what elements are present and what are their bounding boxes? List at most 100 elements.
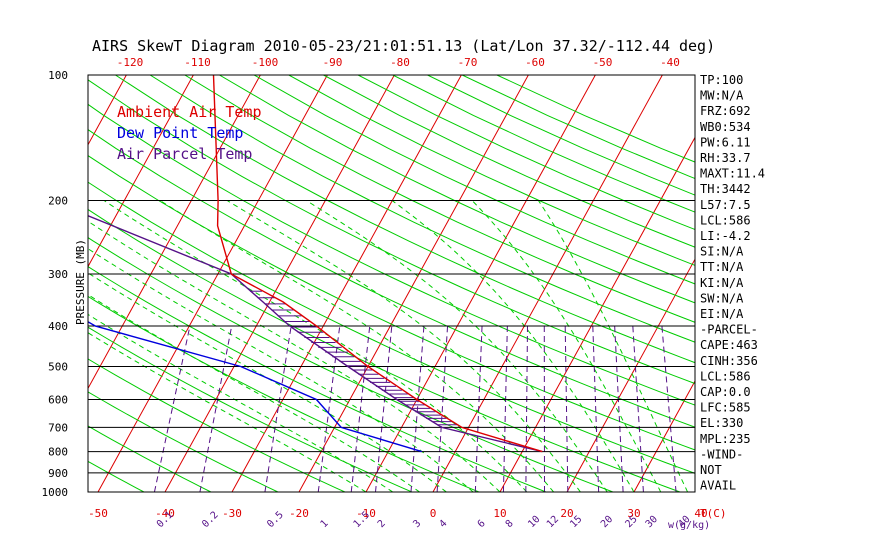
index-label: LFC:585 bbox=[700, 401, 751, 415]
moist-adiabat-line bbox=[537, 200, 689, 492]
temperature-tick-label: 10 bbox=[493, 507, 506, 520]
dry-adiabat-line bbox=[88, 266, 547, 492]
mixing-ratio-line bbox=[632, 326, 644, 492]
moist-adiabat-line bbox=[88, 248, 474, 492]
index-label: LI:-4.2 bbox=[700, 229, 751, 243]
dry-adiabat-line bbox=[88, 460, 145, 492]
isotherm-line bbox=[231, 75, 462, 492]
top-temperature-tick-label: -90 bbox=[323, 56, 343, 69]
top-temperature-tick-label: -80 bbox=[390, 56, 410, 69]
mixing-ratio-tick-label: 6 bbox=[476, 518, 488, 530]
index-label: CAP:0.0 bbox=[700, 385, 751, 399]
temperature-tick-label: -10 bbox=[356, 507, 376, 520]
dry-adiabat-line bbox=[0, 75, 10, 492]
moist-adiabat-line bbox=[306, 200, 608, 492]
top-temperature-tick-label: -70 bbox=[458, 56, 478, 69]
dry-adiabat-line bbox=[88, 295, 480, 492]
mixing-ratio-line bbox=[317, 325, 341, 492]
temperature-tick-label: 30 bbox=[627, 507, 640, 520]
index-label: FRZ:692 bbox=[700, 104, 751, 118]
index-label: MPL:235 bbox=[700, 432, 751, 446]
dry-adiabat-line bbox=[219, 75, 695, 304]
x-axis-label: T(C) bbox=[700, 507, 727, 520]
index-label: -PARCEL- bbox=[700, 323, 758, 337]
isotherm-line bbox=[88, 75, 261, 390]
top-temperature-tick-label: -120 bbox=[117, 56, 144, 69]
index-label: LCL:586 bbox=[700, 369, 751, 383]
top-temperature-tick-label: -110 bbox=[184, 56, 211, 69]
mixing-ratio-line bbox=[153, 325, 191, 492]
dry-adiabat-line bbox=[323, 75, 695, 248]
pressure-tick-label: 900 bbox=[48, 467, 68, 480]
series-dew-point-temp bbox=[88, 321, 422, 453]
index-label: SI:N/A bbox=[700, 245, 744, 259]
y-axis-label: PRESSURE (MB) bbox=[74, 239, 87, 325]
plot-frame bbox=[87, 74, 696, 493]
temperature-tick-label: -40 bbox=[155, 507, 175, 520]
isotherm-line bbox=[768, 75, 870, 492]
mixing-ratio-tick-label: 10 bbox=[526, 514, 542, 530]
temperature-tick-label: 20 bbox=[560, 507, 573, 520]
legend-dew-point-temp: Dew Point Temp bbox=[117, 124, 243, 142]
mixing-ratio-tick-label: 4 bbox=[437, 518, 449, 530]
mixing-ratio-tick-label: 0.2 bbox=[200, 510, 221, 531]
dry-adiabat-line bbox=[88, 358, 346, 492]
dry-adiabat-line bbox=[461, 75, 695, 180]
series-air-parcel-temp bbox=[88, 214, 543, 453]
index-label: NOT bbox=[700, 463, 722, 477]
moist-adiabat-line bbox=[471, 200, 662, 492]
legend-air-parcel-temp: Air Parcel Temp bbox=[117, 145, 252, 163]
mixing-ratio-line bbox=[199, 325, 233, 492]
dry-adiabat-line bbox=[88, 79, 695, 385]
index-label: CAPE:463 bbox=[700, 338, 758, 352]
top-temperature-tick-label: -60 bbox=[525, 56, 545, 69]
isotherm-line bbox=[835, 75, 870, 492]
dry-adiabat-line bbox=[496, 75, 695, 163]
top-temperature-tick-label: -40 bbox=[660, 56, 680, 69]
dry-adiabat-line bbox=[253, 75, 695, 285]
dry-adiabat-line bbox=[115, 75, 695, 364]
temperature-tick-label: -50 bbox=[88, 507, 108, 520]
mixing-ratio-line bbox=[410, 326, 425, 492]
mixing-ratio-line bbox=[350, 326, 371, 492]
top-temperature-tick-label: -50 bbox=[593, 56, 613, 69]
isotherm-line bbox=[164, 75, 395, 492]
pressure-tick-label: 800 bbox=[48, 446, 68, 459]
mixing-ratio-line bbox=[502, 326, 508, 492]
isotherm-line bbox=[365, 75, 596, 492]
index-label: TH:3442 bbox=[700, 182, 751, 196]
moist-adiabat-line bbox=[88, 294, 420, 492]
mixing-ratio-line bbox=[525, 326, 528, 492]
background-grid bbox=[0, 75, 870, 492]
legend-ambient-air-temp: Ambient Air Temp bbox=[117, 103, 262, 121]
index-label: SW:N/A bbox=[700, 291, 744, 305]
isotherm-line bbox=[432, 75, 663, 492]
moist-adiabat-line bbox=[88, 220, 501, 492]
pressure-tick-label: 1000 bbox=[42, 486, 69, 499]
mixing-ratio-line bbox=[264, 325, 292, 492]
index-label: WB0:534 bbox=[700, 120, 751, 134]
index-label: AVAIL bbox=[700, 479, 736, 493]
index-label: TT:N/A bbox=[700, 260, 744, 274]
index-label: PW:6.11 bbox=[700, 135, 751, 149]
cape-hatch bbox=[249, 290, 458, 426]
mixing-ratio-line bbox=[474, 326, 483, 492]
isotherm-line bbox=[566, 258, 695, 492]
index-label: MW:N/A bbox=[700, 89, 744, 103]
index-label: -WIND- bbox=[700, 447, 743, 461]
top-temperature-tick-label: -100 bbox=[252, 56, 279, 69]
mixing-ratio-tick-label: 0.5 bbox=[265, 510, 286, 531]
dry-adiabat-line bbox=[88, 129, 695, 428]
dry-adiabat-line bbox=[88, 425, 212, 492]
mixing-ratio-line bbox=[614, 326, 624, 492]
dry-adiabat-line bbox=[88, 155, 695, 451]
isotherm-line bbox=[88, 75, 194, 268]
temperature-tick-label: 0 bbox=[430, 507, 437, 520]
pressure-tick-label: 500 bbox=[48, 360, 68, 373]
dry-adiabat-line bbox=[88, 208, 681, 492]
dry-adiabat-line bbox=[184, 75, 695, 323]
pressure-tick-label: 700 bbox=[48, 421, 68, 434]
index-label: L57:7.5 bbox=[700, 198, 751, 212]
isotherm-line bbox=[499, 136, 695, 492]
